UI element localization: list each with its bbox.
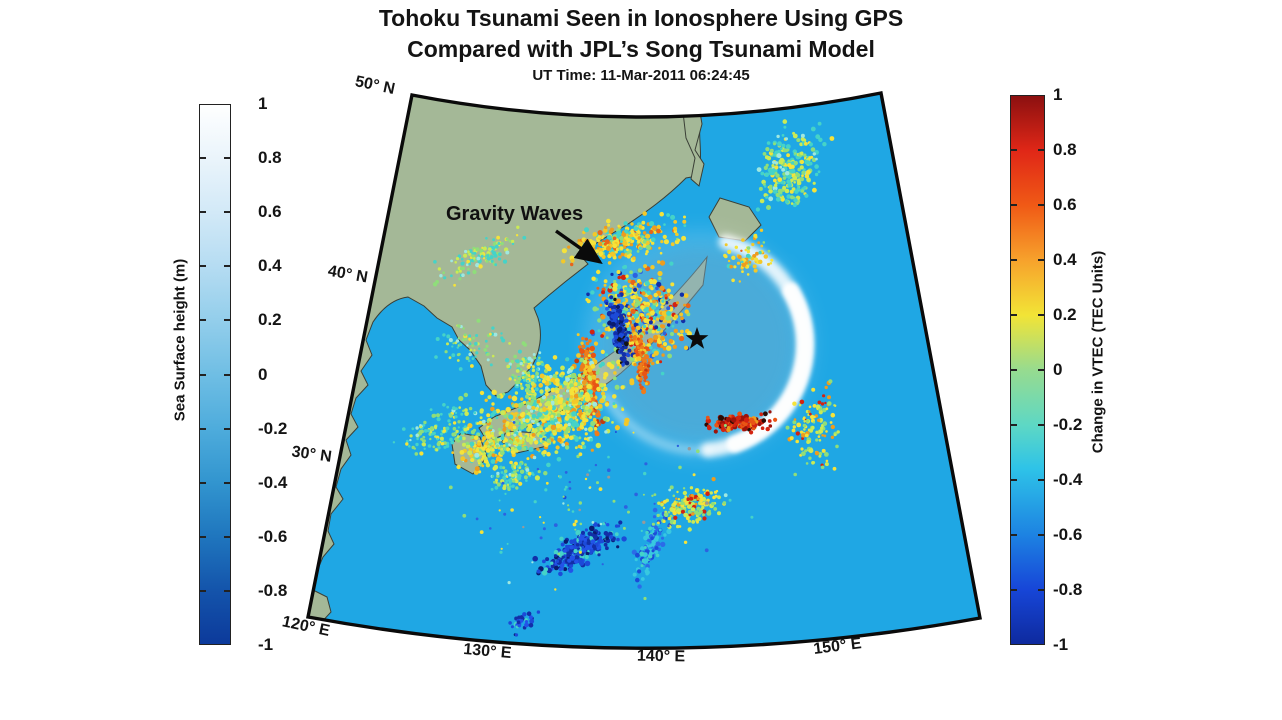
colorbar-tick-label: 0.4 xyxy=(1053,250,1077,269)
colorbar-tick-mark xyxy=(1011,534,1017,536)
colorbar-tick-label: -0.4 xyxy=(258,472,288,492)
colorbar-tick-mark xyxy=(200,211,206,214)
colorbar-tick-mark xyxy=(224,265,230,268)
figure-titles: Tohoku Tsunami Seen in Ionosphere Using … xyxy=(0,3,1282,84)
colorbar-tick-mark xyxy=(1011,149,1017,151)
colorbar-tick-mark xyxy=(1038,259,1044,261)
scatter-cluster-korea-east-dots xyxy=(504,341,549,400)
epicenter-star-icon xyxy=(685,327,709,349)
longitude-label: 140° E xyxy=(637,648,686,666)
colorbar-tick-mark xyxy=(200,427,206,430)
colorbar-tick-mark xyxy=(1011,589,1017,591)
tsunami-ring-bright-arc xyxy=(726,282,814,453)
colorbar-tick-mark xyxy=(200,157,206,160)
colorbar-tick-label: 0 xyxy=(258,364,268,384)
colorbar-tick-mark xyxy=(224,319,230,322)
colorbar-tick-mark xyxy=(224,589,230,592)
latitude-label: 50° N xyxy=(354,73,397,98)
tsunami-ring-faint-arc xyxy=(602,392,713,456)
colorbar-tick-label: -1 xyxy=(258,635,274,654)
colorbar-tick-label: -0.6 xyxy=(1053,525,1083,544)
colorbar-tick-label: -0.4 xyxy=(1053,470,1083,489)
colorbar-tick-mark xyxy=(1038,479,1044,481)
colorbar-tick-mark xyxy=(224,481,230,484)
scatter-cluster-ring-north-dots xyxy=(723,228,774,283)
colorbar-tick-label: 0.8 xyxy=(258,148,282,168)
colorbar-tick-mark xyxy=(1038,424,1044,426)
colorbar-tick-mark xyxy=(1011,259,1017,261)
scatter-cluster-south-yellow xyxy=(651,477,727,532)
latitude-label: 40° N xyxy=(327,263,370,287)
colorbar-tick-label: -0.2 xyxy=(258,418,288,438)
figure-title-line1: Tohoku Tsunami Seen in Ionosphere Using … xyxy=(378,5,904,31)
colorbar-tick-mark xyxy=(200,373,206,376)
scatter-cluster-south-blue-arc xyxy=(532,520,627,577)
scatter-cluster-hokkaido-cloud xyxy=(755,119,835,212)
colorbar-tick-label: -0.8 xyxy=(258,580,288,600)
colorbar-tick-mark xyxy=(200,589,206,592)
figure-subtitle-ut-time: UT Time: 11-Mar-2011 06:24:45 xyxy=(532,67,750,84)
colorbar-tick-mark xyxy=(1038,204,1044,206)
longitude-label: 130° E xyxy=(463,641,513,662)
colorbar-tick-label: 0.2 xyxy=(258,310,282,330)
colorbar-tick-mark xyxy=(200,481,206,484)
colorbar-tick-mark xyxy=(1038,314,1044,316)
colorbar-tick-label: 1 xyxy=(258,94,268,113)
colorbar-tick-mark xyxy=(200,319,206,322)
colorbar-tick-label: 1 xyxy=(1053,85,1063,104)
scatter-cluster-south-blue-band xyxy=(631,507,672,589)
map-border xyxy=(305,90,982,650)
scatter-cluster-orange-streak-2 xyxy=(629,325,651,395)
colorbar-tick-label: -0.2 xyxy=(1053,415,1083,434)
figure-title-line2: Compared with JPL’s Song Tsunami Model xyxy=(407,36,875,62)
colorbar-tick-mark xyxy=(1038,369,1044,371)
scatter-cluster-sw-cyan-patch xyxy=(490,460,535,492)
colorbar-tick-mark xyxy=(224,373,230,376)
scatter-cluster-red-blob xyxy=(704,410,778,435)
colorbar-tick-mark xyxy=(1011,369,1017,371)
gravity-waves-annotation-label: Gravity Waves xyxy=(446,203,584,225)
gravity-waves-arrow xyxy=(555,229,603,264)
colorbar-tick-label: -0.6 xyxy=(258,526,288,546)
colorbar-tick-label: 0.6 xyxy=(1053,195,1077,214)
colorbar-tick-mark xyxy=(224,211,230,214)
scatter-cluster-wide-sparse xyxy=(448,421,754,601)
scatter-cluster-blue-streak xyxy=(603,292,636,367)
scatter-cluster-yellow-sea-dots xyxy=(434,318,506,371)
longitude-label: 150° E xyxy=(812,635,862,658)
colorbar-tick-mark xyxy=(1038,534,1044,536)
scatter-cluster-sw-trail xyxy=(392,392,499,456)
colorbar-tick-label: 0.6 xyxy=(258,202,282,222)
colorbar-tick-mark xyxy=(200,535,206,538)
scatter-cluster-bottom-navy-arc xyxy=(508,610,541,637)
colorbar-tick-mark xyxy=(224,157,230,160)
colorbar-tick-mark xyxy=(1011,314,1017,316)
latitude-label: 30° N xyxy=(291,443,333,465)
colorbar-tick-label: -0.8 xyxy=(1053,580,1083,599)
colorbar-tick-mark xyxy=(1011,479,1017,481)
colorbar-tick-label: 0.2 xyxy=(1053,305,1077,324)
colorbar-tick-mark xyxy=(224,427,230,430)
colorbar-tick-label: 0.8 xyxy=(1053,140,1077,159)
colorbar-tick-label: 0.4 xyxy=(258,256,282,276)
colorbar-tick-mark xyxy=(1011,424,1017,426)
colorbar-tick-mark xyxy=(1011,204,1017,206)
colorbar-tick-label: 0 xyxy=(1053,360,1063,379)
colorbar-tick-mark xyxy=(1038,149,1044,151)
scatter-cluster-west-band xyxy=(432,225,527,287)
colorbar-tick-mark xyxy=(1038,589,1044,591)
colorbar-tick-label: -1 xyxy=(1053,635,1069,654)
colorbar-tick-mark xyxy=(224,535,230,538)
colorbar-tick-mark xyxy=(200,265,206,268)
scatter-cluster-east-dots xyxy=(785,379,840,477)
gps-tec-scatter-points xyxy=(392,119,840,637)
